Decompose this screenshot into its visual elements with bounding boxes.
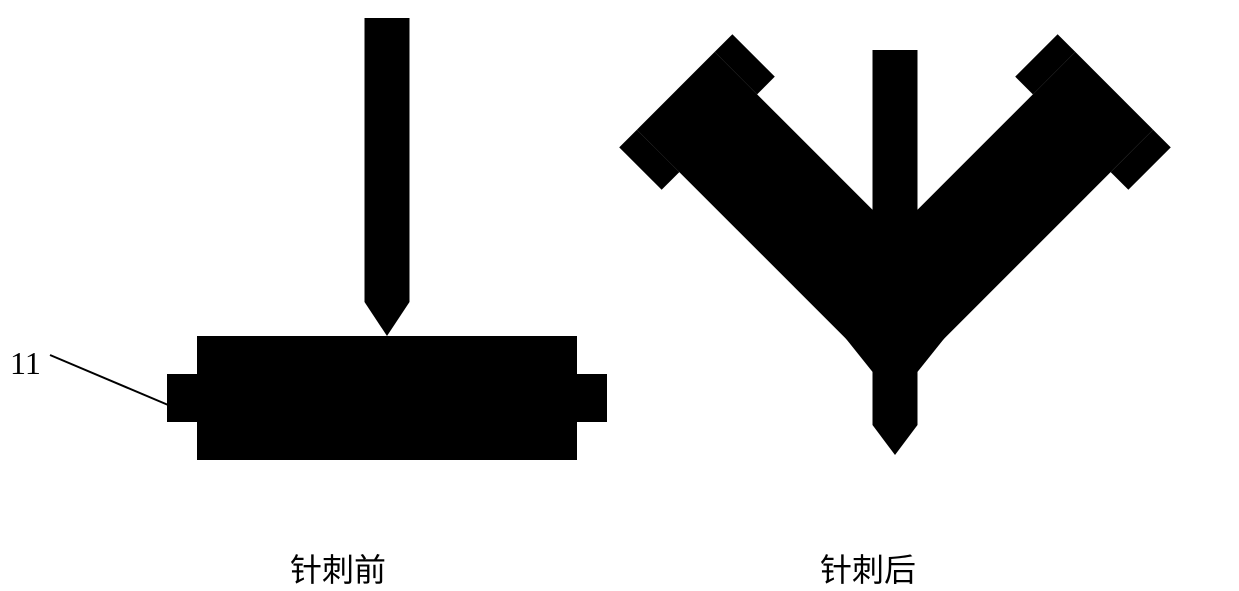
left-block [167, 336, 607, 460]
left-needle [365, 18, 410, 336]
label-11-leader [50, 355, 180, 410]
caption-after: 针刺后 [820, 545, 916, 591]
label-11: 11 [10, 345, 41, 382]
caption-before: 针刺前 [290, 545, 386, 591]
